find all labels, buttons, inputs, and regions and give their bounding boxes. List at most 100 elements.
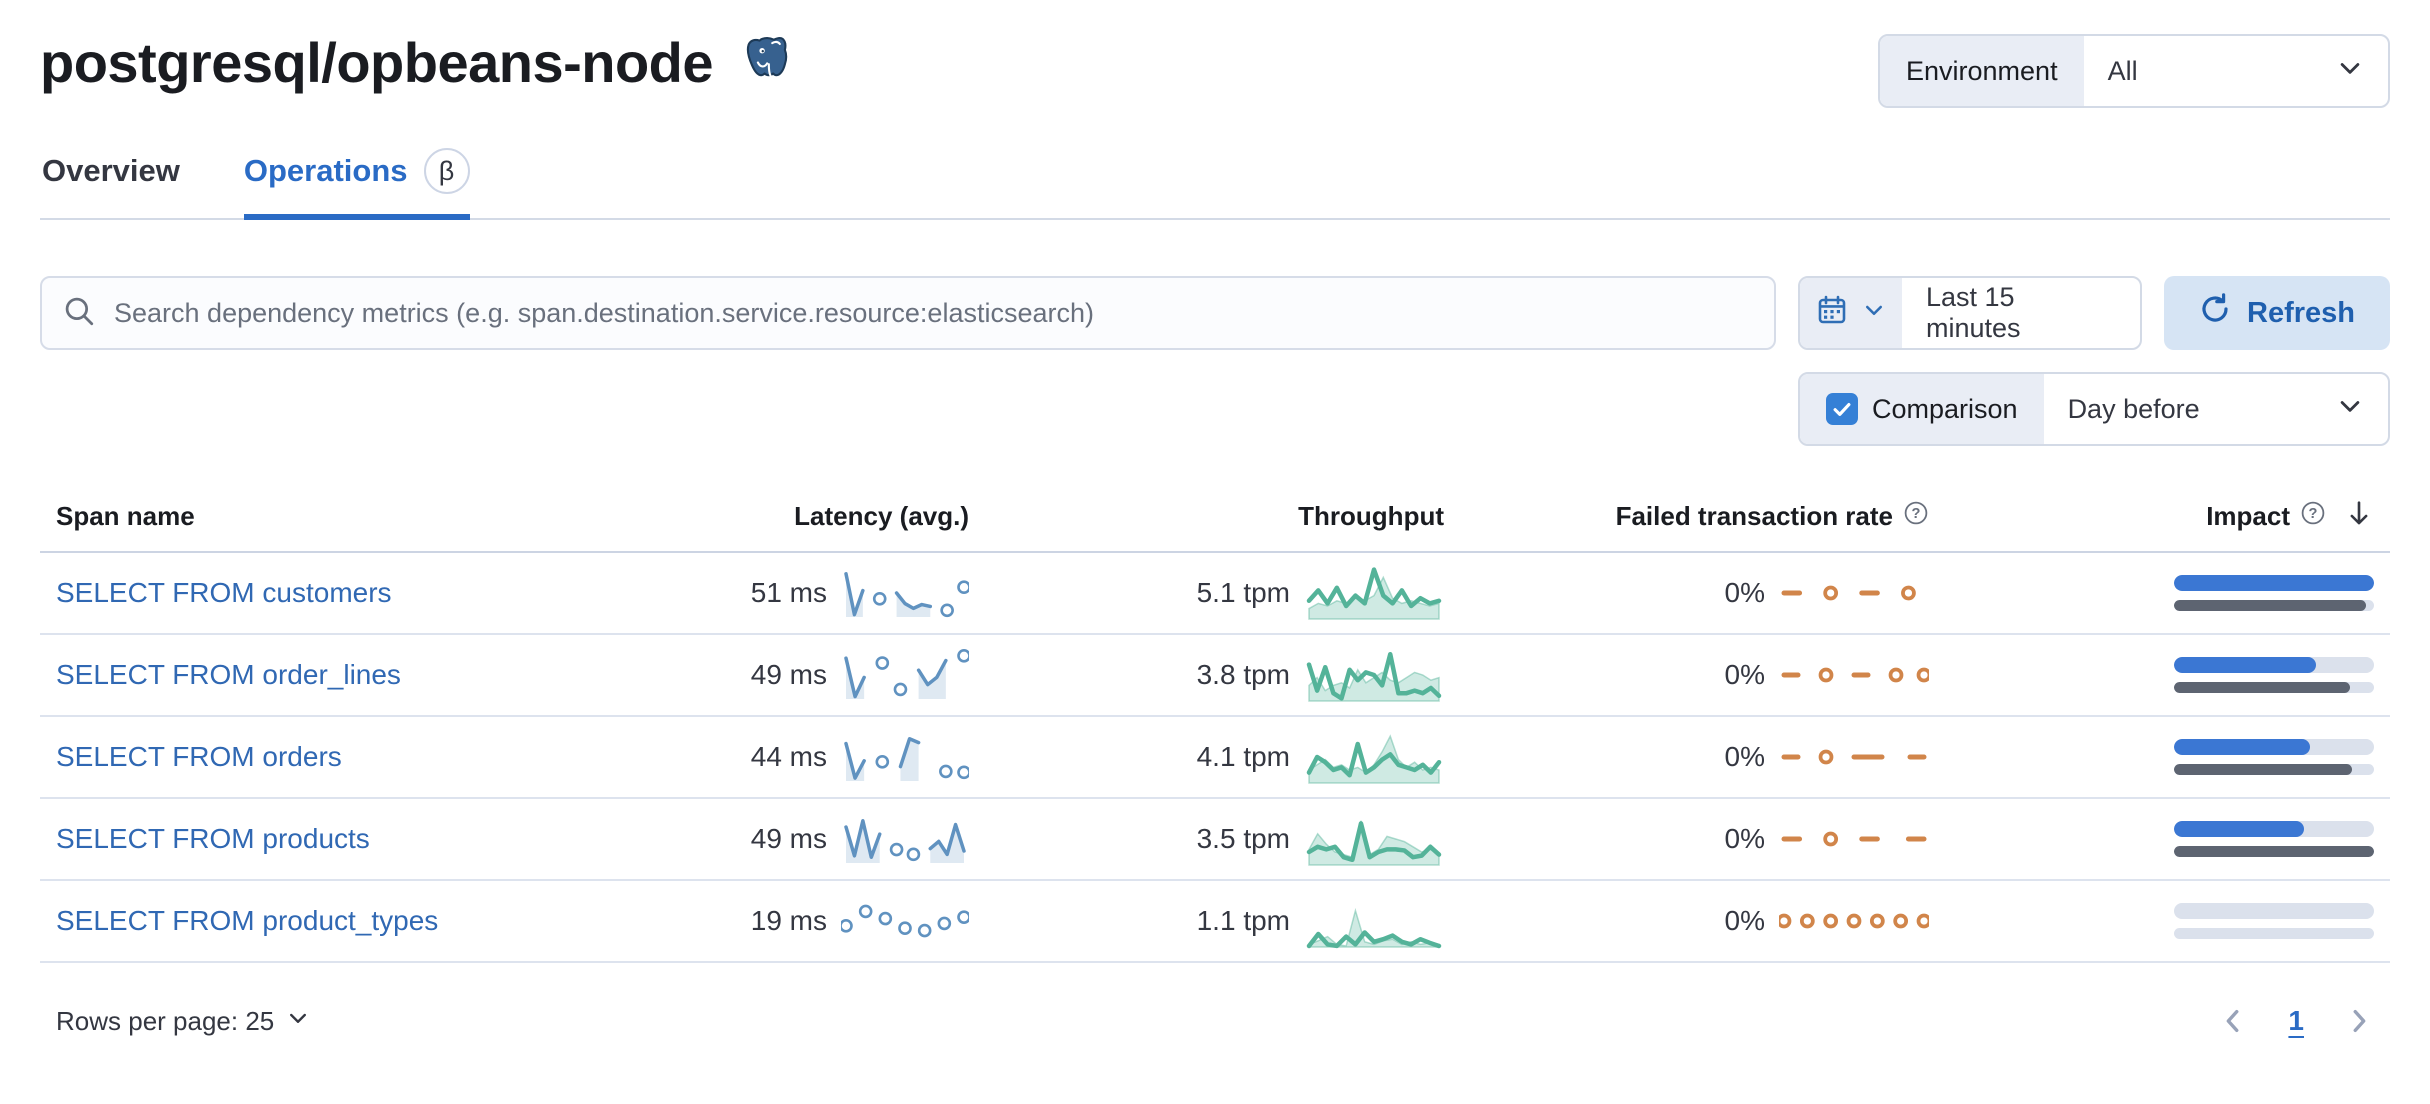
column-header-impact[interactable]: Impact ? [1929,498,2374,535]
environment-label: Environment [1880,36,2084,106]
sort-desc-icon [2344,498,2374,535]
impact-bar-previous [2174,764,2352,775]
throughput-sparkline [1306,820,1442,866]
failed-rate-sparkline [1779,913,1929,929]
latency-value: 19 ms [750,905,827,936]
calendar-icon [1816,294,1848,333]
impact-bars [2174,575,2374,611]
latency-sparkline [844,819,966,863]
help-icon[interactable]: ? [1903,500,1929,533]
table-row: SELECT FROM order_lines 49 ms 3.8 tpm 0% [40,635,2390,717]
chevron-down-icon [2336,392,2364,427]
next-page-icon[interactable] [2344,1006,2374,1036]
svg-text:?: ? [2309,506,2318,522]
latency-sparkline [844,572,969,618]
pagination: 1 [2218,1005,2374,1037]
span-name-link[interactable]: SELECT FROM orders [56,741,342,772]
table-body: SELECT FROM customers 51 ms 5.1 tpm 0% S… [40,553,2390,963]
impact-bars [2174,903,2374,939]
column-header-failed-rate[interactable]: Failed transaction rate ? [1444,498,1929,535]
refresh-button[interactable]: Refresh [2164,276,2390,350]
tab-overview[interactable]: Overview [42,148,180,218]
comparison-value: Day before [2067,393,2200,424]
search-box [40,276,1776,350]
failed-rate-header-label: Failed transaction rate [1615,501,1893,531]
span-name-link[interactable]: SELECT FROM customers [56,577,392,608]
throughput-value: 5.1 tpm [1196,577,1290,608]
column-header-throughput[interactable]: Throughput [1298,501,1444,531]
comparison-checkbox[interactable] [1826,393,1858,425]
help-icon[interactable]: ? [2300,500,2326,533]
page-title: postgresql/opbeans-node [40,31,714,94]
impact-bars [2174,657,2374,693]
page-number[interactable]: 1 [2288,1005,2304,1036]
latency-sparkline [844,737,969,781]
failed-rate-value: 0% [1724,823,1765,854]
failed-rate-value: 0% [1724,905,1765,936]
environment-select[interactable]: Environment All [1878,34,2390,108]
impact-bar-current [2174,739,2310,755]
failed-rate-value: 0% [1724,577,1765,608]
refresh-label: Refresh [2247,296,2355,329]
failed-rate-sparkline [1781,585,1916,601]
rows-per-page-label: Rows per page: 25 [56,1005,275,1036]
throughput-sparkline [1306,567,1442,620]
throughput-sparkline [1306,734,1442,784]
time-range-value: Last 15 minutes [1926,282,2021,343]
chevron-down-icon [2336,54,2364,89]
impact-bar-previous [2174,846,2374,857]
throughput-value: 1.1 tpm [1196,905,1290,936]
failed-rate-sparkline [1781,749,1927,765]
impact-bars [2174,821,2374,857]
time-range-picker[interactable]: Last 15 minutes [1798,276,2142,350]
latency-value: 51 ms [750,577,827,608]
table-row: SELECT FROM orders 44 ms 4.1 tpm 0% [40,717,2390,799]
tab-overview-label: Overview [42,153,180,188]
page-header: postgresql/opbeans-node Environment All [40,0,2390,108]
latency-value: 49 ms [750,659,827,690]
column-header-latency[interactable]: Latency (avg.) [794,501,969,531]
failed-rate-value: 0% [1724,659,1765,690]
table-footer: Rows per page: 25 1 [40,1005,2390,1037]
table-row: SELECT FROM product_types 19 ms 1.1 tpm … [40,881,2390,963]
search-icon [62,294,96,333]
previous-page-icon[interactable] [2218,1006,2248,1036]
throughput-sparkline [1306,651,1442,702]
refresh-icon [2199,293,2231,333]
throughput-value: 3.8 tpm [1196,659,1290,690]
impact-header-label: Impact [2206,501,2290,531]
impact-bars [2174,739,2374,775]
impact-bar-previous [2174,600,2366,611]
table-header-row: Span name Latency (avg.) Throughput Fail… [40,498,2390,553]
chevron-down-icon [286,1006,310,1037]
comparison-select[interactable]: Comparison Day before [1798,372,2390,446]
span-name-link[interactable]: SELECT FROM product_types [56,905,439,936]
environment-value: All [2107,55,2138,86]
svg-text:?: ? [1912,506,1921,522]
tab-operations[interactable]: Operations β [243,148,470,220]
search-input[interactable] [112,296,1754,330]
column-header-span-name[interactable]: Span name [56,501,195,531]
table-row: SELECT FROM products 49 ms 3.5 tpm 0% [40,799,2390,881]
span-name-link[interactable]: SELECT FROM products [56,823,370,854]
latency-value: 44 ms [750,741,827,772]
latency-sparkline [841,904,969,938]
span-name-link[interactable]: SELECT FROM order_lines [56,659,401,690]
impact-bar-previous [2174,682,2350,693]
apm-dependency-operations-page: postgresql/opbeans-node Environment All [40,0,2390,1037]
date-picker-toggle[interactable] [1800,278,1902,348]
latency-value: 49 ms [750,823,827,854]
chevron-down-icon [1862,298,1886,329]
comparison-label: Comparison [1872,393,2018,424]
throughput-value: 4.1 tpm [1196,741,1290,772]
comparison-row: Comparison Day before [40,372,2390,446]
postgresql-logo [741,33,795,92]
impact-bar-current [2174,575,2374,591]
impact-bar-current [2174,657,2316,673]
failed-rate-sparkline [1781,831,1927,847]
throughput-sparkline [1306,907,1442,949]
beta-badge: β [423,148,470,194]
impact-bar-current [2174,821,2304,837]
rows-per-page-button[interactable]: Rows per page: 25 [56,1006,310,1037]
tab-bar: Overview Operations β [40,148,2390,220]
